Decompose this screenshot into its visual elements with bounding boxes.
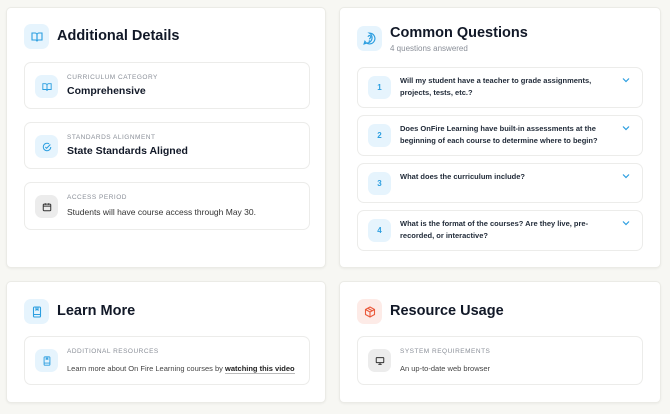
common-questions-card: Common Questions 4 questions answered 1 …: [339, 7, 661, 268]
detail-item-curriculum: Curriculum Category Comprehensive: [24, 62, 310, 109]
check-circle-icon: [35, 135, 58, 158]
book-bookmark-icon: [35, 349, 58, 372]
faq-item[interactable]: 3 What does the curriculum include?: [357, 163, 643, 203]
faq-question: What does the curriculum include?: [400, 172, 526, 181]
requirement-value: An up-to-date web browser: [400, 364, 491, 373]
chevron-down-icon[interactable]: [622, 173, 630, 179]
resource-description: Learn more about On Fire Learning course…: [67, 364, 226, 373]
book-bookmark-icon: [24, 299, 49, 324]
detail-label: Standards Alignment: [67, 134, 156, 141]
detail-value: Students will have course access through…: [67, 207, 256, 217]
chevron-down-icon[interactable]: [622, 77, 630, 83]
package-icon: [357, 299, 382, 324]
learn-more-card: Learn More Additional Resources Learn mo…: [6, 281, 326, 403]
resource-item: Additional Resources Learn more about On…: [24, 336, 310, 385]
faq-number: 3: [368, 172, 391, 195]
faq-item[interactable]: 1 Will my student have a teacher to grad…: [357, 67, 643, 108]
requirement-item: System Requirements An up-to-date web br…: [357, 336, 643, 385]
question-bubble-icon: [357, 26, 382, 51]
resource-text: Learn more about On Fire Learning course…: [67, 364, 295, 374]
section-title: Common Questions: [390, 25, 528, 41]
resource-usage-card: Resource Usage System Requirements An up…: [339, 281, 661, 403]
book-open-icon: [35, 75, 58, 98]
chevron-down-icon[interactable]: [622, 220, 630, 226]
faq-number: 2: [368, 124, 391, 147]
monitor-icon: [368, 349, 391, 372]
detail-label: Curriculum Category: [67, 74, 158, 81]
faq-question: What is the format of the courses? Are t…: [400, 219, 589, 240]
faq-item[interactable]: 4 What is the format of the courses? Are…: [357, 210, 643, 251]
faq-question: Will my student have a teacher to grade …: [400, 76, 592, 97]
requirement-label: System Requirements: [400, 348, 491, 355]
detail-item-access: Access Period Students will have course …: [24, 182, 310, 230]
faq-number: 1: [368, 76, 391, 99]
detail-value: Comprehensive: [67, 85, 146, 97]
resource-label: Additional Resources: [67, 348, 159, 355]
detail-label: Access Period: [67, 194, 127, 201]
section-title: Resource Usage: [390, 303, 504, 319]
faq-question: Does OnFire Learning have built-in asses…: [400, 124, 598, 145]
watch-video-link[interactable]: watching this video: [225, 364, 295, 374]
detail-value: State Standards Aligned: [67, 145, 188, 157]
chevron-down-icon[interactable]: [622, 125, 630, 131]
questions-count: 4 questions answered: [390, 44, 468, 53]
book-open-icon: [24, 24, 49, 49]
faq-item[interactable]: 2 Does OnFire Learning have built-in ass…: [357, 115, 643, 156]
faq-number: 4: [368, 219, 391, 242]
section-title: Additional Details: [57, 28, 180, 44]
additional-details-card: Additional Details Curriculum Category C…: [6, 7, 326, 268]
detail-item-standards: Standards Alignment State Standards Alig…: [24, 122, 310, 169]
section-title: Learn More: [57, 303, 136, 319]
calendar-icon: [35, 195, 58, 218]
